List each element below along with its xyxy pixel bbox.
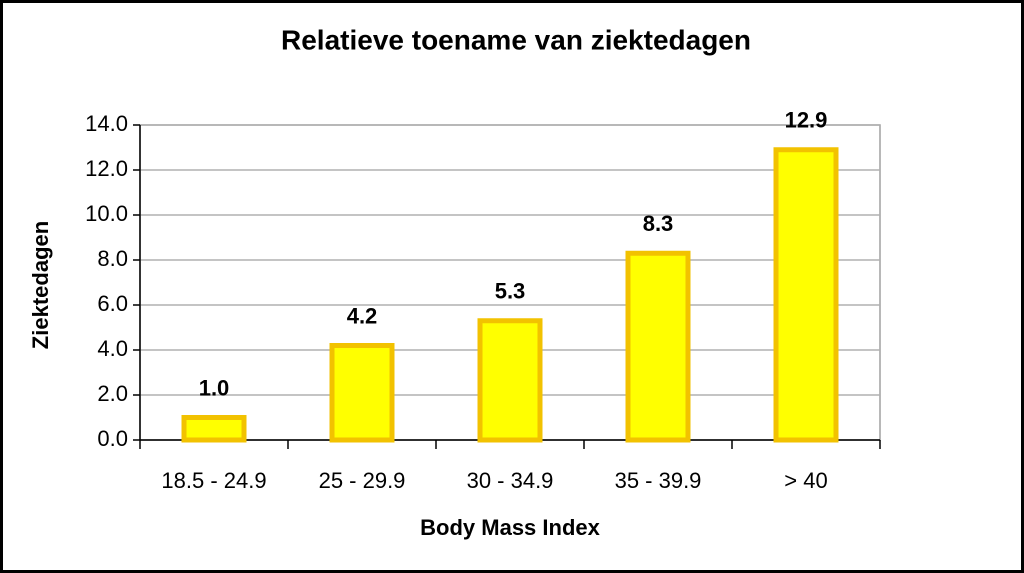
- value-label: 1.0: [199, 375, 230, 400]
- x-tick-label: 30 - 34.9: [467, 468, 554, 493]
- y-tick-label: 0.0: [97, 426, 128, 451]
- value-label: 12.9: [785, 108, 828, 133]
- x-axis-label: Body Mass Index: [420, 515, 600, 540]
- x-tick-label: 35 - 39.9: [615, 468, 702, 493]
- y-tick-label: 10.0: [85, 201, 128, 226]
- bar: [773, 147, 839, 443]
- chart-title: Relatieve toename van ziektedagen: [281, 24, 751, 55]
- value-label: 8.3: [643, 211, 674, 236]
- x-tick-label: > 40: [784, 468, 827, 493]
- y-tick-label: 14.0: [85, 111, 128, 136]
- y-tick-label: 4.0: [97, 336, 128, 361]
- y-tick-label: 8.0: [97, 246, 128, 271]
- value-label: 5.3: [495, 279, 526, 304]
- y-tick-label: 2.0: [97, 381, 128, 406]
- x-tick-label: 18.5 - 24.9: [161, 468, 266, 493]
- bar: [625, 250, 691, 443]
- bar: [181, 415, 247, 443]
- x-tick-label: 25 - 29.9: [319, 468, 406, 493]
- y-axis-label: Ziektedagen: [28, 221, 53, 349]
- bar: [329, 343, 395, 443]
- value-label: 4.2: [347, 303, 378, 328]
- y-tick-label: 12.0: [85, 156, 128, 181]
- y-tick-label: 6.0: [97, 291, 128, 316]
- bar: [477, 318, 543, 443]
